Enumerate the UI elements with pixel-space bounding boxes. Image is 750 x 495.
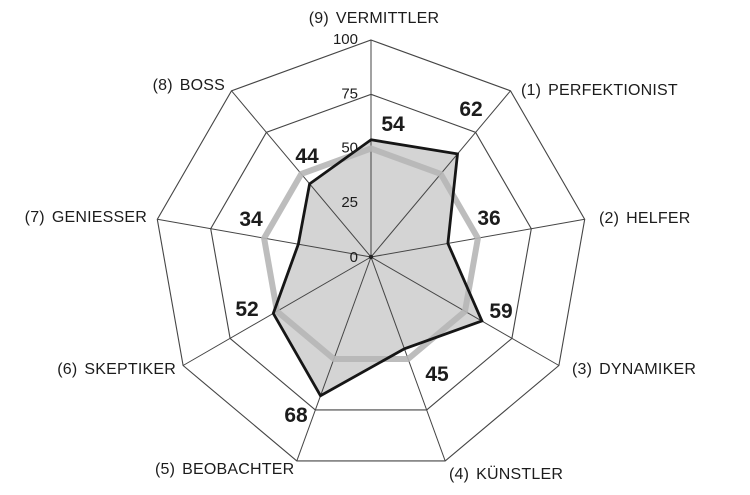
axis-label-geniesser: (7) GENIESSER — [25, 209, 147, 226]
tick-label-75: 75 — [341, 85, 358, 102]
axis-label-künstler: (4) KÜNSTLER — [449, 465, 563, 483]
grid-ring-75 — [210, 93, 532, 411]
value-label-skeptiker: 52 — [235, 298, 258, 321]
data-polygon-outline — [271, 138, 484, 398]
value-label-vermittler: 54 — [381, 113, 405, 136]
axis-label-dynamiker: (3) DYNAMIKER — [572, 361, 696, 378]
axis-label-vermittler: (9) VERMITTLER — [309, 10, 440, 27]
reference-ring-50 — [261, 145, 481, 362]
tick-label-25: 25 — [341, 194, 358, 211]
value-label-geniesser: 34 — [239, 208, 263, 231]
axis-label-beobachter: (5) BEOBACHTER — [155, 461, 294, 478]
center-dot — [368, 254, 374, 260]
value-label-beobachter: 68 — [284, 404, 308, 427]
tick-label-50: 50 — [341, 140, 358, 157]
grid-ring-100 — [156, 39, 586, 462]
data-polygon-fill — [273, 139, 482, 396]
tick-label-100: 100 — [333, 31, 358, 48]
axis-label-boss: (8) BOSS — [153, 77, 225, 94]
value-label-boss: 44 — [295, 145, 319, 168]
tick-label-0: 0 — [350, 249, 358, 266]
value-label-dynamiker: 59 — [489, 300, 512, 323]
axis-label-helfer: (2) HELFER — [599, 210, 690, 227]
value-label-perfektionist: 62 — [459, 98, 482, 121]
value-label-künstler: 45 — [425, 363, 449, 386]
value-label-helfer: 36 — [477, 207, 500, 230]
axis-label-perfektionist: (1) PERFEKTIONIST — [521, 82, 678, 99]
axis-label-skeptiker: (6) SKEPTIKER — [57, 361, 176, 378]
